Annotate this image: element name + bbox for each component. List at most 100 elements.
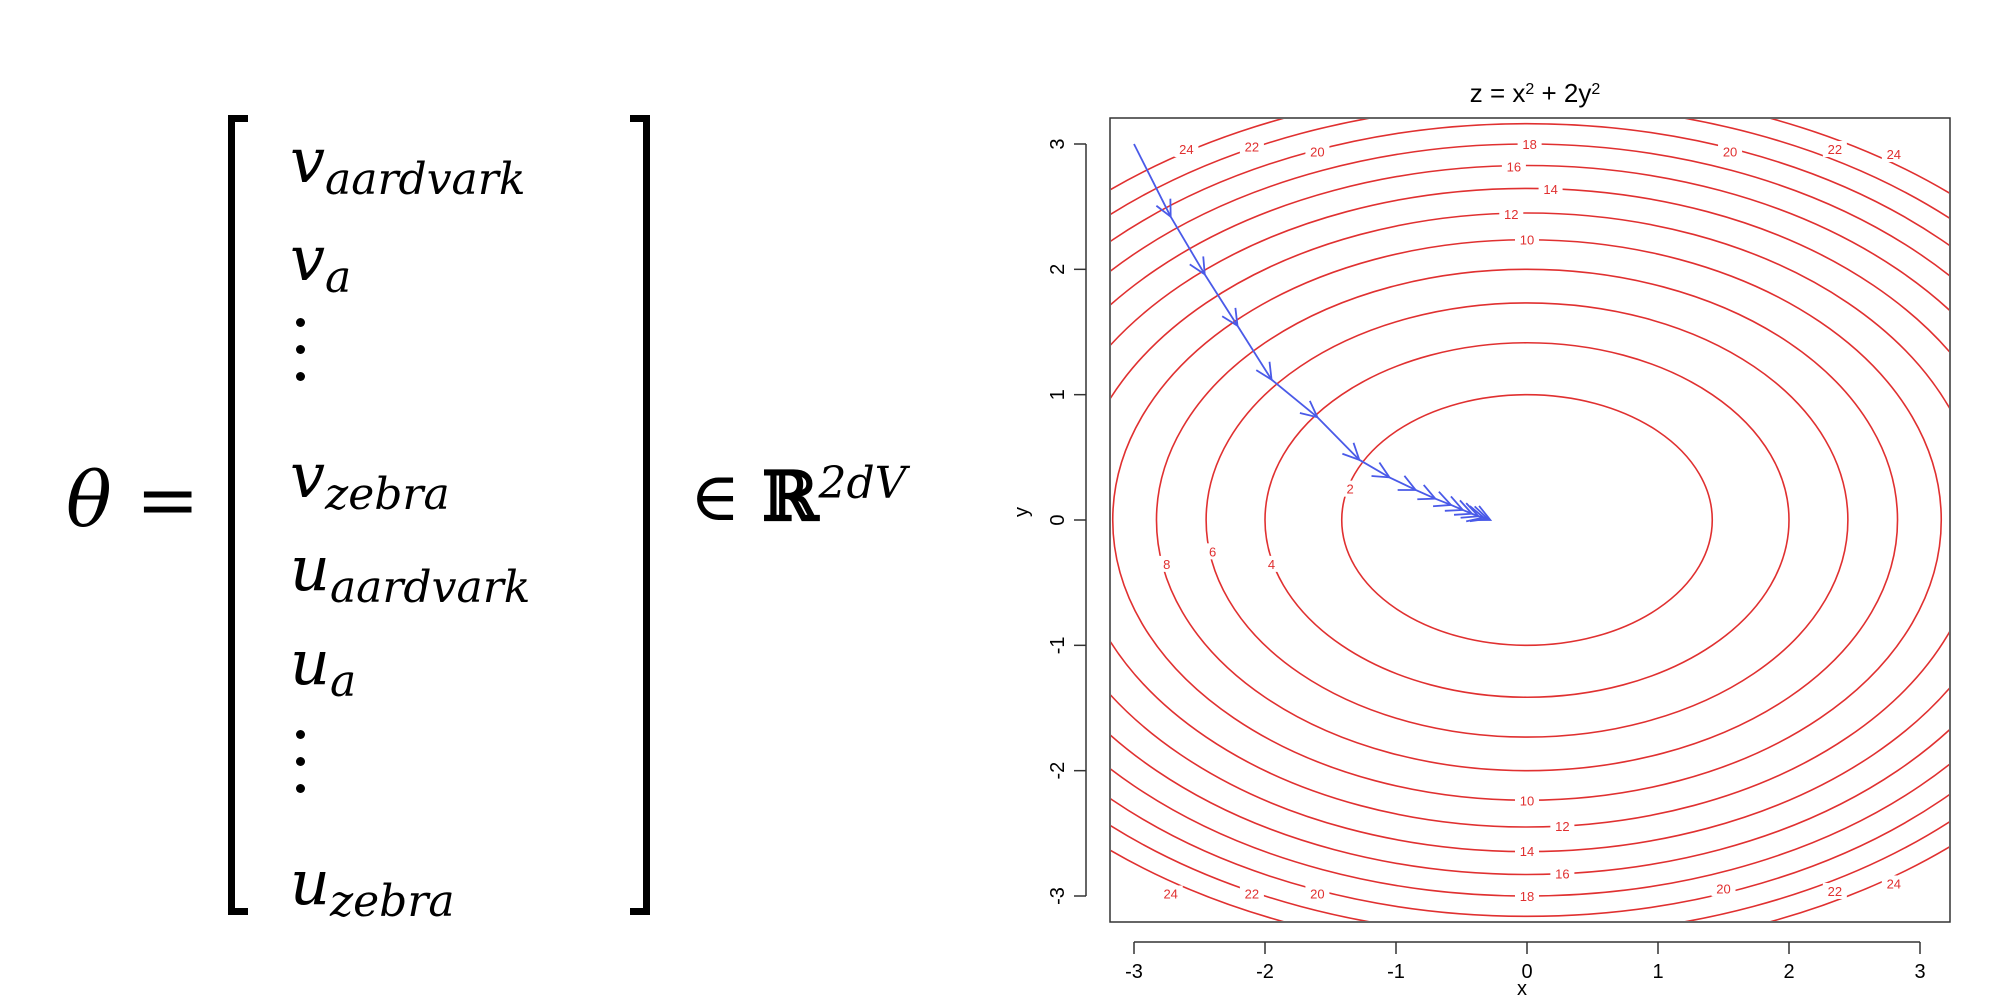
entry-subscript: zebra: [329, 876, 455, 927]
contour-label-bg: [1881, 146, 1906, 163]
contour-label-bg: [1718, 143, 1743, 160]
gd-arrowhead: [1155, 198, 1172, 219]
contour-label-bg: [1305, 143, 1330, 160]
x-tick-label: 3: [1914, 961, 1925, 983]
y-axis-label: y: [1011, 507, 1033, 517]
x-tick-label: -1: [1387, 961, 1405, 983]
vector-entry-v-zebra: vzebra: [290, 445, 450, 517]
contour-label-bg: [1711, 880, 1736, 897]
contour-label-bg: [1158, 885, 1183, 902]
entry-base: v: [290, 439, 326, 512]
vertical-ellipsis: [296, 318, 306, 399]
plot-title: z = x2 + 2y2: [1470, 78, 1601, 108]
y-tick-label: -1: [1047, 636, 1069, 654]
contour-label-bg: [1305, 885, 1330, 902]
y-tick-label: 3: [1047, 138, 1069, 149]
contour-line-6: [1205, 302, 1849, 738]
right-bracket: [630, 115, 650, 915]
gd-step: [1316, 416, 1360, 461]
contour-label-bg: [1499, 206, 1524, 223]
contour-label-bg: [1501, 158, 1526, 175]
x-tick-label: 1: [1652, 961, 1663, 983]
left-bracket: [228, 115, 248, 915]
x-axis: -3 -2 -1 0 1 2 3: [1125, 941, 1926, 983]
contour-label-bg: [1338, 480, 1363, 497]
contour-label: 22: [1245, 140, 1259, 155]
contour-label-bg: [1538, 181, 1563, 198]
vertical-ellipsis: [296, 730, 306, 811]
contour-label: 10: [1520, 794, 1534, 809]
gd-step: [1236, 325, 1273, 381]
contour-label-bg: [1881, 875, 1906, 892]
contour-label: 6: [1209, 544, 1216, 559]
contour-label-bg: [1239, 138, 1264, 155]
contour-label-bg: [1822, 141, 1847, 158]
contour-line-14: [1111, 187, 1949, 853]
element-of-symbol: ∈: [690, 458, 741, 537]
contour-label: 18: [1520, 889, 1534, 904]
contour-label-bg: [1174, 141, 1199, 158]
contour-label: 12: [1555, 819, 1569, 834]
x-axis-label: x: [1517, 978, 1527, 1000]
contour-label-bg: [1822, 882, 1847, 899]
entry-subscript: aardvark: [325, 154, 526, 205]
contour-label: 22: [1828, 884, 1842, 899]
set-dimension: 2dV: [818, 458, 907, 509]
y-tick-label: -3: [1047, 887, 1069, 905]
gd-step: [1270, 378, 1318, 418]
contour-label: 10: [1520, 232, 1534, 247]
contour-label: 4: [1268, 557, 1275, 572]
plot-frame: [1109, 117, 1951, 923]
contour-line-8: [1155, 268, 1899, 772]
x-tick-label: 0: [1521, 961, 1532, 983]
contour-label: 14: [1543, 182, 1557, 197]
contour-label: 22: [1828, 142, 1842, 157]
gradient-descent-path: [1133, 143, 1493, 523]
contour-label: 24: [1887, 147, 1901, 162]
contour-label: 24: [1179, 142, 1193, 157]
contour-label-bg: [1200, 543, 1225, 560]
contour-label-bg: [1550, 865, 1575, 882]
contour-label: 18: [1522, 137, 1536, 152]
gd-step: [1389, 476, 1417, 491]
contour-label-bg: [1550, 817, 1575, 834]
contour-label: 20: [1716, 881, 1730, 896]
gd-arrowhead: [1472, 505, 1493, 521]
contour-label: 24: [1887, 876, 1901, 891]
contour-line-12: [1111, 212, 1949, 828]
contour-label: 2: [1347, 482, 1354, 497]
gd-arrowhead: [1221, 307, 1239, 328]
contour-label: 16: [1555, 866, 1569, 881]
y-axis: -3 -2 -1 0 1 2 3: [1047, 138, 1087, 905]
contour-label: 20: [1310, 886, 1324, 901]
vector-entry-u-a: ua: [290, 632, 356, 704]
x-tick-label: 2: [1783, 961, 1794, 983]
gd-step: [1415, 489, 1436, 500]
contour-label-bg: [1515, 888, 1539, 904]
contour-label-bg: [1515, 792, 1539, 809]
entry-base: u: [290, 532, 330, 605]
contour-line-4: [1264, 341, 1790, 699]
gd-arrowhead: [1453, 499, 1474, 516]
theta-lhs: θ =: [66, 455, 200, 544]
entry-base: v: [290, 124, 326, 197]
vector-entry-u-aardvark: uaardvark: [290, 538, 530, 610]
contour-line-16: [1111, 164, 1949, 876]
contour-line-2: [1340, 393, 1714, 647]
vector-entry-u-zebra: uzebra: [290, 852, 455, 924]
gd-step: [1358, 459, 1390, 479]
contour-label: 22: [1245, 886, 1259, 901]
contour-line-20: [1111, 122, 1949, 918]
entry-subscript: zebra: [325, 469, 450, 520]
contour-label: 24: [1163, 886, 1177, 901]
gd-step: [1133, 143, 1172, 218]
entry-subscript: a: [329, 656, 357, 707]
gd-step: [1203, 273, 1239, 327]
contour-label: 16: [1507, 160, 1521, 175]
theta-equation: θ = vaardvark va vzebra uaardvark ua uze…: [0, 0, 990, 1000]
entry-base: u: [290, 626, 330, 699]
contour-label: 8: [1163, 557, 1170, 572]
entry-base: u: [290, 846, 330, 919]
y-tick-label: 0: [1047, 514, 1069, 525]
